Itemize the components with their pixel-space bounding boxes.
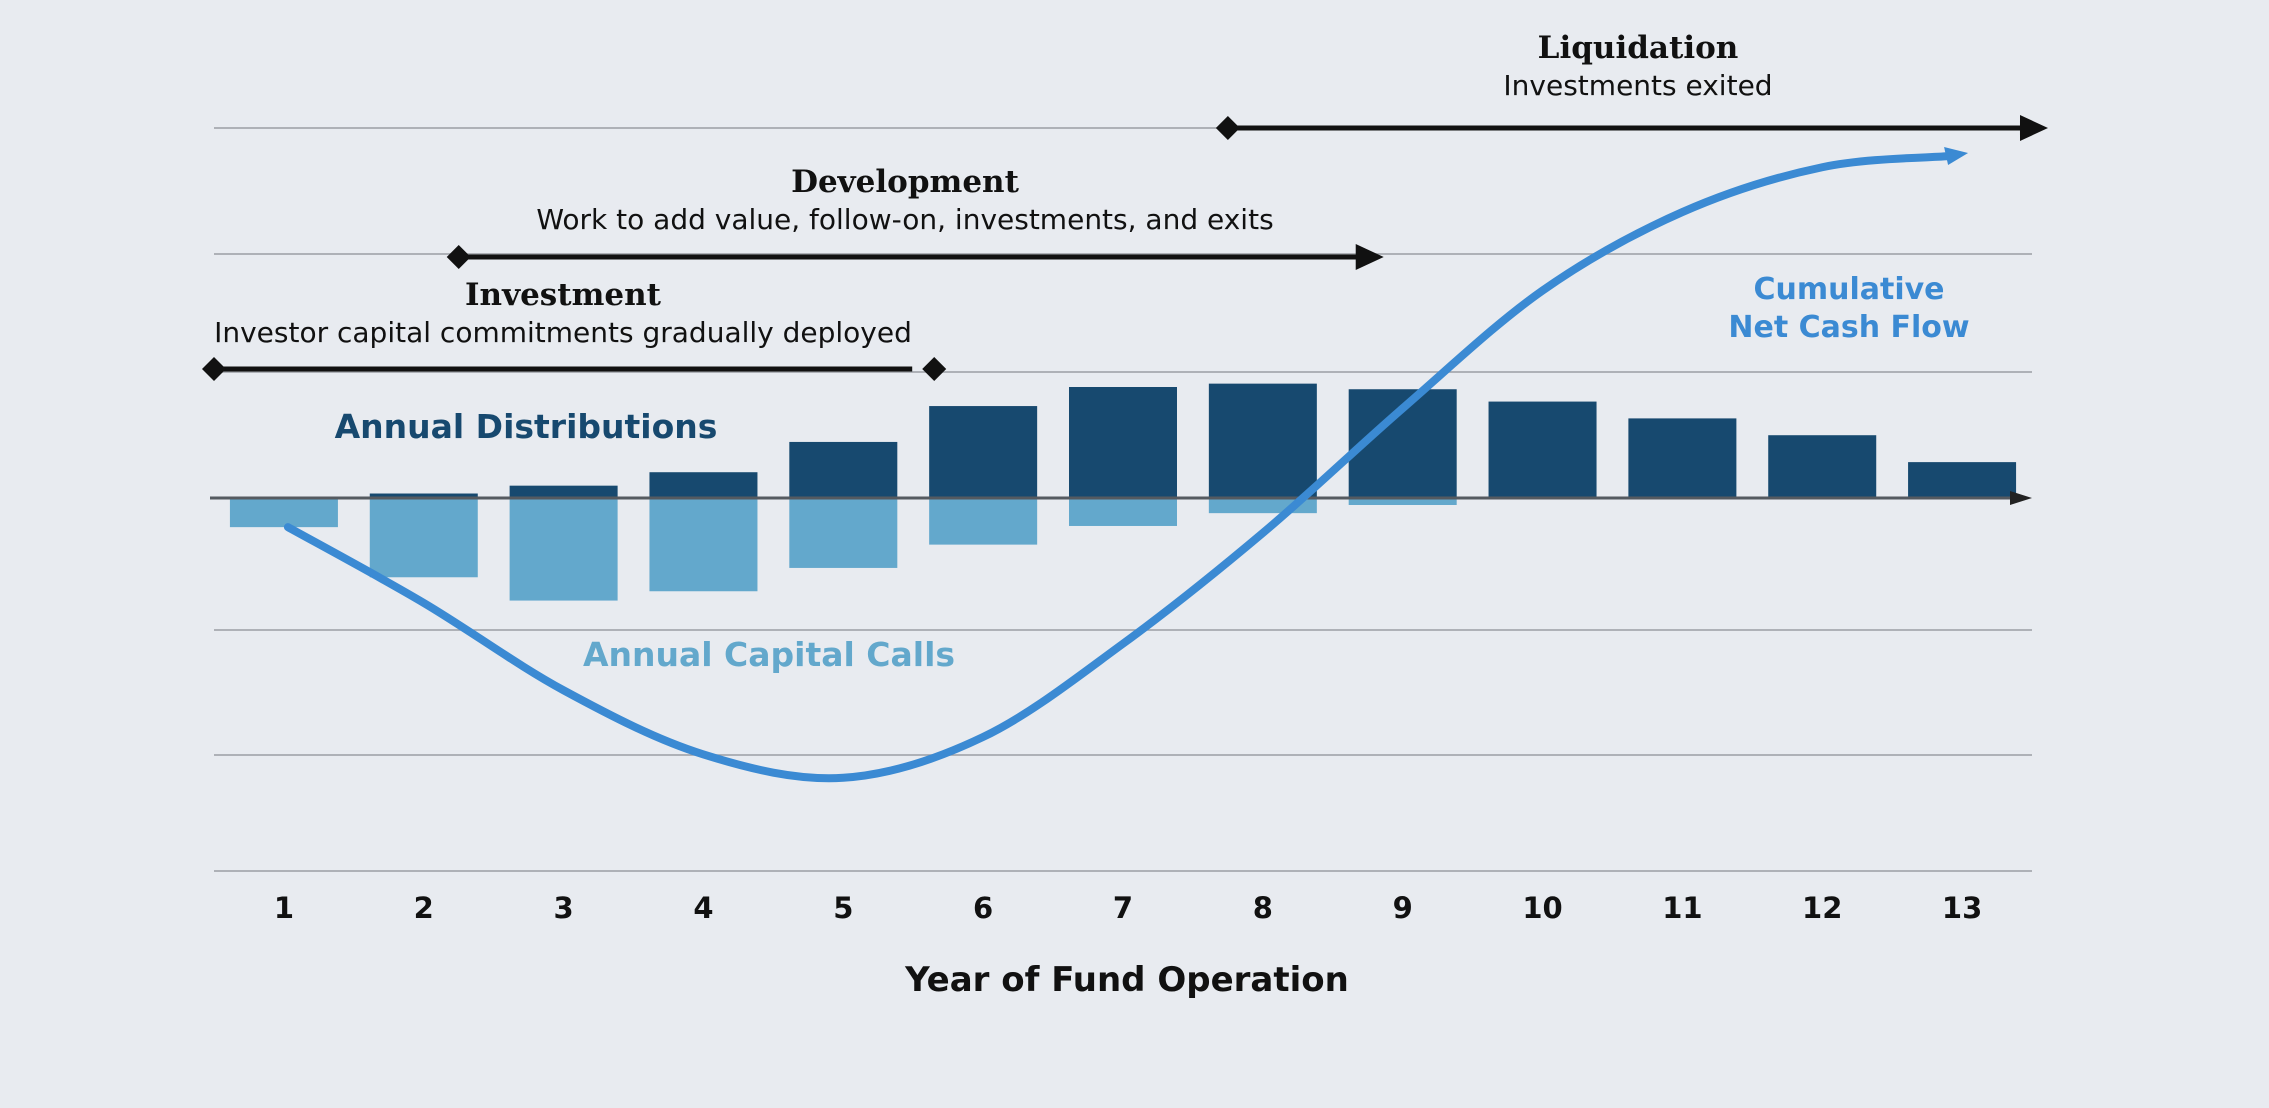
cumulative-net-cash-flow-label: Net Cash Flow <box>1728 310 1969 345</box>
x-tick-label: 6 <box>973 891 993 925</box>
x-tick-label: 9 <box>1393 891 1413 925</box>
capital-call-bar <box>1348 498 1457 505</box>
distribution-bar <box>649 472 758 498</box>
phase-title: Development <box>791 164 1020 200</box>
x-tick-label: 4 <box>693 891 713 925</box>
phase-start-diamond <box>1215 116 1240 140</box>
distribution-bar <box>789 441 898 498</box>
x-tick-label: 12 <box>1802 891 1842 925</box>
cumulative-net-cash-flow-line <box>283 152 1955 783</box>
phase-subtitle: Investor capital commitments gradually d… <box>214 316 912 349</box>
x-tick-label: 8 <box>1253 891 1273 925</box>
distribution-bar <box>1908 462 2017 498</box>
x-tick-label: 3 <box>554 891 574 925</box>
capital-call-bar <box>929 498 1038 545</box>
distribution-bar <box>369 493 478 498</box>
phase-end-diamond <box>922 357 947 381</box>
x-tick-label: 7 <box>1113 891 1133 925</box>
phase-subtitle: Investments exited <box>1503 69 1772 102</box>
x-tick-label: 13 <box>1942 891 1982 925</box>
phase-title: Liquidation <box>1538 30 1739 66</box>
capital-call-bar <box>509 498 618 601</box>
zero-axis-arrowhead <box>2010 491 2032 505</box>
phase-end-arrowhead <box>2019 115 2048 141</box>
distribution-bar <box>509 485 618 498</box>
annual-capital-calls-label: Annual Capital Calls <box>583 635 955 674</box>
distribution-bar <box>1488 401 1597 498</box>
capital-call-bar <box>1069 498 1177 526</box>
phase-start-diamond <box>446 245 471 269</box>
x-tick-label: 5 <box>833 891 853 925</box>
phase-end-arrowhead <box>1355 244 1384 270</box>
capital-call-bar <box>789 498 898 568</box>
distribution-bar <box>1768 435 1877 498</box>
x-axis-label: Year of Fund Operation <box>904 960 1349 1000</box>
distribution-bar <box>1069 387 1177 498</box>
phase-start-diamond <box>202 357 226 381</box>
distribution-bar <box>1208 383 1317 498</box>
x-tick-label: 11 <box>1662 891 1702 925</box>
phase-subtitle: Work to add value, follow-on, investment… <box>536 203 1273 236</box>
x-tick-label: 10 <box>1522 891 1562 925</box>
cumulative-net-cash-flow-label: Cumulative <box>1753 272 1944 307</box>
capital-call-bar <box>649 498 758 592</box>
distribution-bar <box>929 406 1038 498</box>
annual-distributions-label: Annual Distributions <box>335 407 718 446</box>
x-tick-label: 1 <box>274 891 294 925</box>
distribution-bar <box>1628 418 1737 498</box>
capital-call-bar <box>369 498 478 578</box>
phase-title: Investment <box>465 277 662 313</box>
cumulative-line-arrowhead <box>1944 147 1969 166</box>
capital-call-bar <box>229 498 338 528</box>
x-tick-label: 2 <box>414 891 434 925</box>
